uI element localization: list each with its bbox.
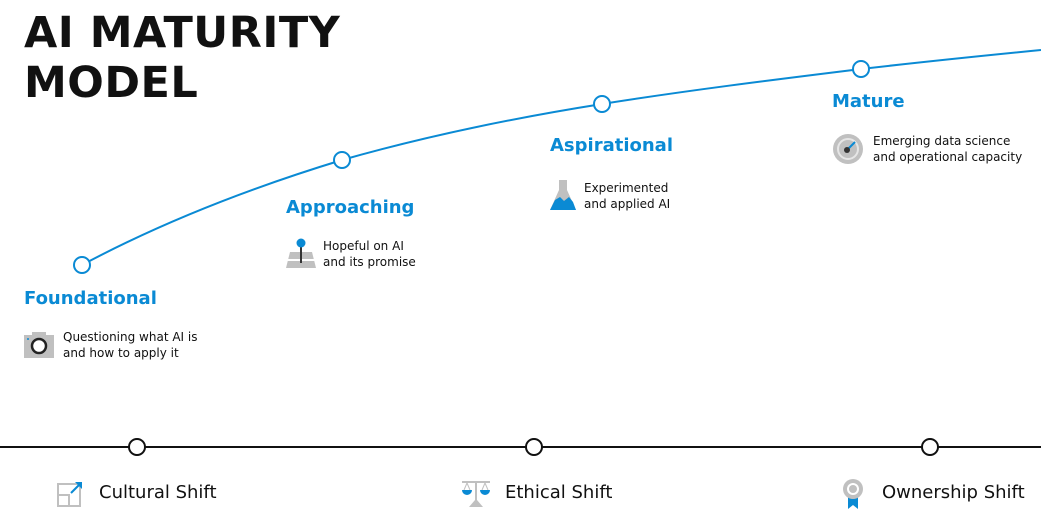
award-ribbon-icon xyxy=(843,479,863,509)
stage-desc-approaching: Hopeful on AI and its promise xyxy=(323,238,416,270)
shift-node-ownership xyxy=(921,438,939,456)
shift-node-ethical xyxy=(525,438,543,456)
shift-label-ethical: Ethical Shift xyxy=(505,482,613,503)
shift-label-cultural: Cultural Shift xyxy=(99,482,217,503)
flask-icon xyxy=(550,180,576,210)
title-line-1: AI MATURITY xyxy=(24,8,341,58)
desc-line: Experimented xyxy=(584,181,669,195)
desc-line: Questioning what AI is xyxy=(63,330,198,344)
desc-line: Emerging data science xyxy=(873,134,1011,148)
desc-line: and its promise xyxy=(323,255,416,269)
stage-node-approaching xyxy=(333,151,351,169)
page-title: AI MATURITY MODEL xyxy=(24,8,340,108)
stage-node-foundational xyxy=(73,256,91,274)
shift-node-cultural xyxy=(128,438,146,456)
desc-line: Hopeful on AI xyxy=(323,239,404,253)
stage-node-aspirational xyxy=(593,95,611,113)
map-pin-icon xyxy=(286,238,316,268)
stage-desc-mature: Emerging data science and operational ca… xyxy=(873,133,1022,165)
gauge-icon xyxy=(833,134,863,164)
stage-node-mature xyxy=(852,60,870,78)
stage-desc-aspirational: Experimented and applied AI xyxy=(584,180,670,212)
stage-label-foundational: Foundational xyxy=(24,288,157,309)
stage-desc-foundational: Questioning what AI is and how to apply … xyxy=(63,329,197,361)
desc-line: and how to apply it xyxy=(63,346,179,360)
stage-label-approaching: Approaching xyxy=(286,197,415,218)
stage-label-mature: Mature xyxy=(832,91,905,112)
expand-icon xyxy=(57,482,82,507)
scales-icon xyxy=(462,481,490,507)
shift-label-ownership: Ownership Shift xyxy=(882,482,1025,503)
desc-line: and applied AI xyxy=(584,197,671,211)
title-line-2: MODEL xyxy=(24,58,199,108)
stage-label-aspirational: Aspirational xyxy=(550,135,673,156)
desc-line: and operational capacity xyxy=(873,150,1023,164)
camera-icon xyxy=(24,332,54,358)
